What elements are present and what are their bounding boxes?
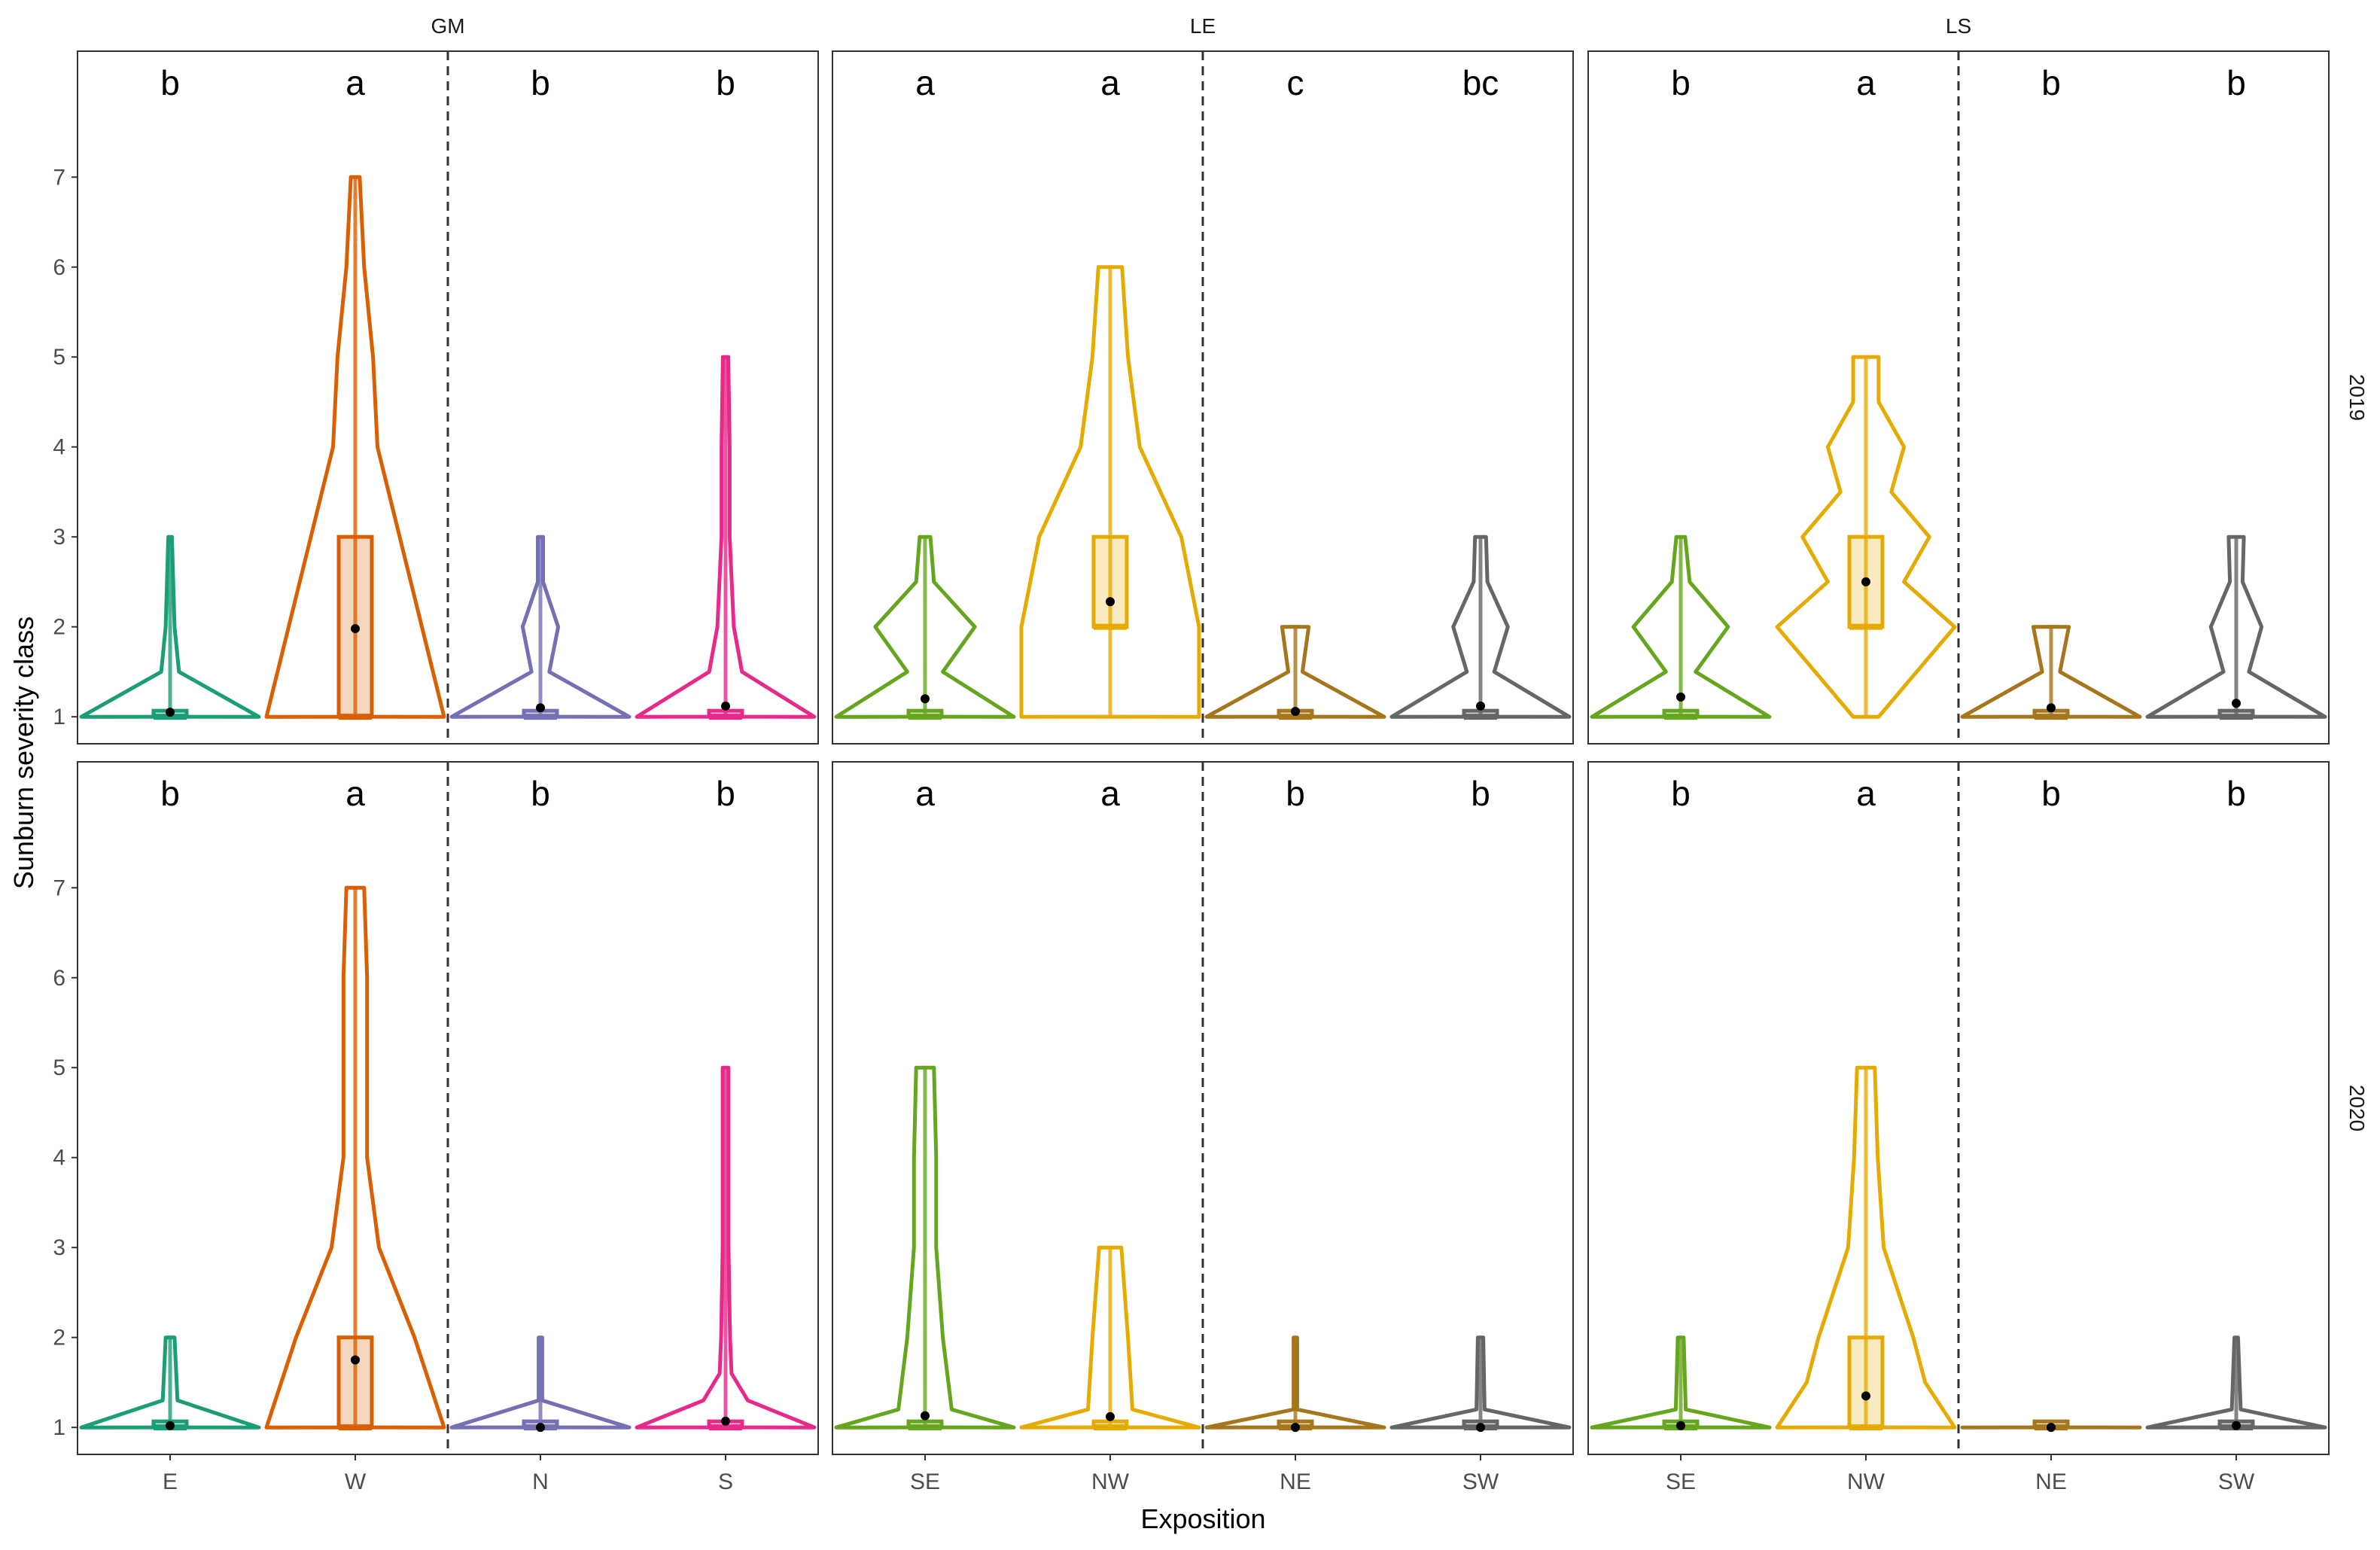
panel-gm-2020-n-mean-point — [536, 1423, 545, 1432]
panel-le-2019-sw-letter: bc — [1462, 63, 1499, 102]
panel-le-2020-sw-mean-point — [1476, 1423, 1485, 1432]
panel-gm-2020-s-x-tick-label: S — [718, 1469, 733, 1494]
y-tick-label: 1 — [53, 1415, 65, 1440]
y-tick-label: 2 — [53, 1326, 65, 1351]
panel-le-2020-se-x-tick-label: SE — [910, 1469, 940, 1494]
panel-ls-2019-nw-mean-point — [1861, 577, 1870, 586]
y-tick-label: 3 — [53, 1235, 65, 1260]
panel-ls-2020-ne-x-tick-label: NE — [2035, 1469, 2067, 1494]
panel-gm-2020-s-letter: b — [716, 774, 735, 813]
panel-gm-2020-w-x-tick-label: W — [345, 1469, 367, 1494]
panel-gm-2020-n-letter: b — [531, 774, 550, 813]
panel-ls-2020-sw-letter: b — [2226, 774, 2246, 813]
y-tick-label: 5 — [53, 1055, 65, 1080]
y-tick-label: 1 — [53, 705, 65, 729]
panel-le-2020-sw-letter: b — [1471, 774, 1490, 813]
panel-le-2019-ne-mean-point — [1291, 707, 1300, 716]
panel-le-2020-se-letter: a — [915, 774, 935, 813]
panel-le-2020-nw-letter: a — [1100, 774, 1120, 813]
strip-label-2019: 2019 — [2345, 374, 2369, 421]
panel-ls-2020-nw-letter: a — [1856, 774, 1876, 813]
x-axis-title: Exposition — [1140, 1503, 1265, 1534]
panel-gm-2019-s-letter: b — [716, 63, 735, 102]
panel-ls-2019-sw-mean-point — [2232, 699, 2241, 708]
y-tick-label: 7 — [53, 875, 65, 900]
panel-ls-2020-se-x-tick-label: SE — [1666, 1469, 1696, 1494]
panel-gm-2020-e-letter: b — [160, 774, 180, 813]
panel-le-2020-se-mean-point — [921, 1411, 930, 1421]
panel-gm-2019-s-mean-point — [721, 702, 730, 711]
strip-label-le: LE — [1190, 14, 1216, 38]
y-tick-label: 4 — [53, 435, 65, 460]
panel-le-2020-sw-x-tick-label: SW — [1462, 1469, 1499, 1494]
panel-ls-2019-ne-mean-point — [2047, 703, 2056, 712]
panel-gm-2020-e-x-tick-label: E — [163, 1469, 178, 1494]
panel-le-2020-ne-x-tick-label: NE — [1280, 1469, 1311, 1494]
panel-gm-2019-w-letter: a — [345, 63, 365, 102]
panel-ls-2019-sw-letter: b — [2226, 63, 2246, 102]
y-tick-label: 3 — [53, 525, 65, 550]
panel-ls-2020-se-mean-point — [1676, 1421, 1685, 1430]
panel-ls-2020-nw-box — [1849, 1338, 1882, 1427]
y-tick-label: 6 — [53, 255, 65, 280]
strip-label-ls: LS — [1946, 14, 1971, 38]
panel-gm-2020-e-mean-point — [166, 1421, 175, 1430]
panel-ls-2019-se-letter: b — [1671, 63, 1691, 102]
panel-le-2019-se-letter: a — [915, 63, 935, 102]
panel-gm-2020-s-mean-point — [721, 1417, 730, 1426]
y-tick-label: 6 — [53, 966, 65, 991]
panel-gm-2019-n-letter: b — [531, 63, 550, 102]
strip-label-gm: GM — [431, 14, 464, 38]
panel-ls-2020-nw-mean-point — [1861, 1391, 1870, 1400]
panel-ls-2019-nw-letter: a — [1856, 63, 1876, 102]
y-tick-label: 5 — [53, 345, 65, 370]
panel-gm-2019-e-letter: b — [160, 63, 180, 102]
strip-label-2020: 2020 — [2345, 1085, 2369, 1131]
panel-ls-2019-se-mean-point — [1676, 693, 1685, 702]
y-axis-title: Sunburn severity class — [8, 617, 39, 889]
panel-ls-2020-ne-mean-point — [2047, 1423, 2056, 1432]
panel-gm-2020-n-x-tick-label: N — [532, 1469, 549, 1494]
panel-gm-2019-n-mean-point — [536, 703, 545, 712]
panel-le-2019-nw-mean-point — [1106, 597, 1115, 606]
panel-gm-2019-w-mean-point — [351, 624, 360, 633]
panel-le-2019-nw-box — [1094, 537, 1127, 626]
panel-gm-2020-w-letter: a — [345, 774, 365, 813]
panel-le-2020-nw-x-tick-label: NW — [1091, 1469, 1130, 1494]
panel-le-2020-nw-mean-point — [1106, 1412, 1115, 1421]
panel-le-2019-sw-mean-point — [1476, 702, 1485, 711]
panel-ls-2020-sw-x-tick-label: SW — [2218, 1469, 2255, 1494]
panel-le-2019-nw-letter: a — [1100, 63, 1120, 102]
panel-ls-2020-se-letter: b — [1671, 774, 1691, 813]
panel-le-2019-se-mean-point — [921, 694, 930, 703]
panel-gm-2020-w-box — [339, 1338, 372, 1427]
panel-ls-2020-sw-mean-point — [2232, 1421, 2241, 1430]
panel-gm-2019-e-mean-point — [166, 708, 175, 717]
panel-le-2020-ne-mean-point — [1291, 1423, 1300, 1432]
panel-ls-2020-ne-letter: b — [2041, 774, 2061, 813]
panel-le-2020-ne-letter: b — [1286, 774, 1305, 813]
y-tick-label: 4 — [53, 1146, 65, 1171]
y-tick-label: 2 — [53, 615, 65, 640]
panel-gm-2020-w-mean-point — [351, 1356, 360, 1365]
panel-ls-2019-ne-letter: b — [2041, 63, 2061, 102]
panel-ls-2020-nw-x-tick-label: NW — [1847, 1469, 1885, 1494]
y-tick-label: 7 — [53, 165, 65, 190]
panel-le-2019-ne-letter: c — [1287, 63, 1304, 102]
